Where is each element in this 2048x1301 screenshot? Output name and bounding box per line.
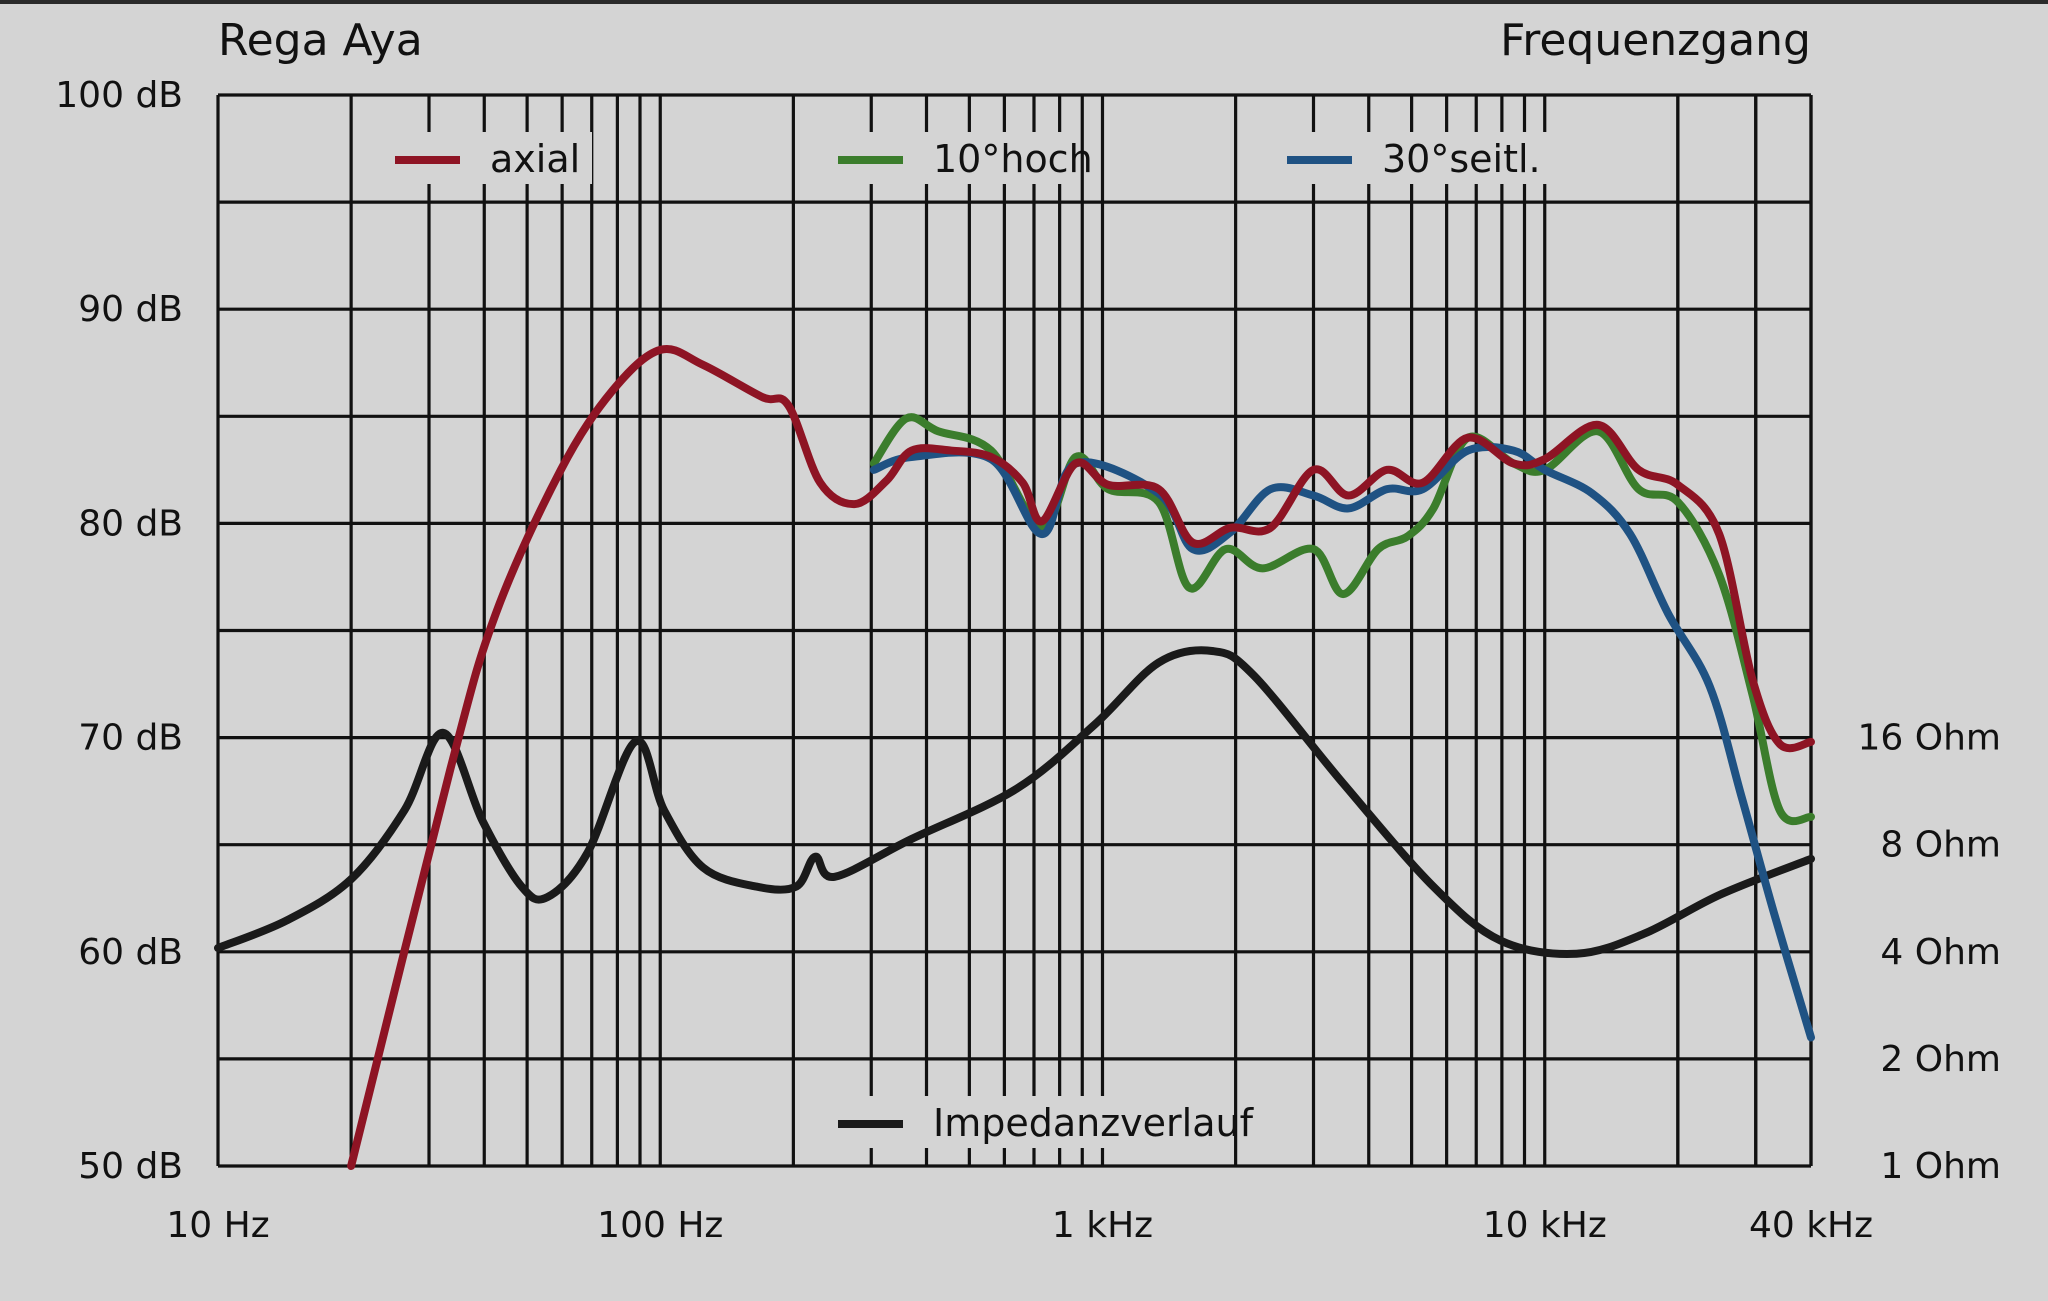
y-tick-label: 80 dB [78, 503, 183, 544]
y-tick-label: 60 dB [78, 932, 183, 973]
y-tick-label: 50 dB [78, 1146, 183, 1187]
x-tick-label: 10 kHz [1483, 1205, 1607, 1246]
axis-labels: 10 Hz 100 Hz 1 kHz 10 kHz 40 kHz 100 dB 90 dB 8… [55, 75, 2001, 1246]
y2-tick-label: 16 Ohm [1858, 718, 2001, 759]
y-tick-label: 70 dB [78, 718, 183, 759]
legend: axial 10°hoch 30°seitl. Impedanzverlauf [387, 132, 1560, 1148]
y2-tick-label: 2 Ohm [1880, 1039, 2001, 1080]
x-tick-label: 1 kHz [1052, 1205, 1153, 1246]
y2-tick-label: 1 Ohm [1880, 1146, 2001, 1187]
legend-label: axial [490, 137, 580, 181]
series-line-axial [347, 344, 1815, 1170]
legend-label: 10°hoch [933, 137, 1093, 181]
curves [214, 344, 1815, 1170]
chart-title: Rega Aya [218, 15, 423, 66]
y2-tick-label: 8 Ohm [1880, 825, 2001, 866]
legend-label: Impedanzverlauf [933, 1101, 1255, 1145]
series-line-impedanzverlauf [214, 646, 1815, 958]
x-tick-label: 100 Hz [597, 1205, 723, 1246]
legend-label: 30°seitl. [1382, 137, 1541, 181]
y-tick-label: 100 dB [55, 75, 183, 116]
x-tick-label: 10 Hz [166, 1205, 269, 1246]
grid [216, 93, 1813, 1168]
y2-tick-label: 4 Ohm [1880, 932, 2001, 973]
y-tick-label: 90 dB [78, 289, 183, 330]
series-line-30-seitl- [869, 442, 1815, 1042]
x-tick-label: 40 kHz [1749, 1205, 1873, 1246]
chart-subtitle: Frequenzgang [1500, 15, 1811, 66]
